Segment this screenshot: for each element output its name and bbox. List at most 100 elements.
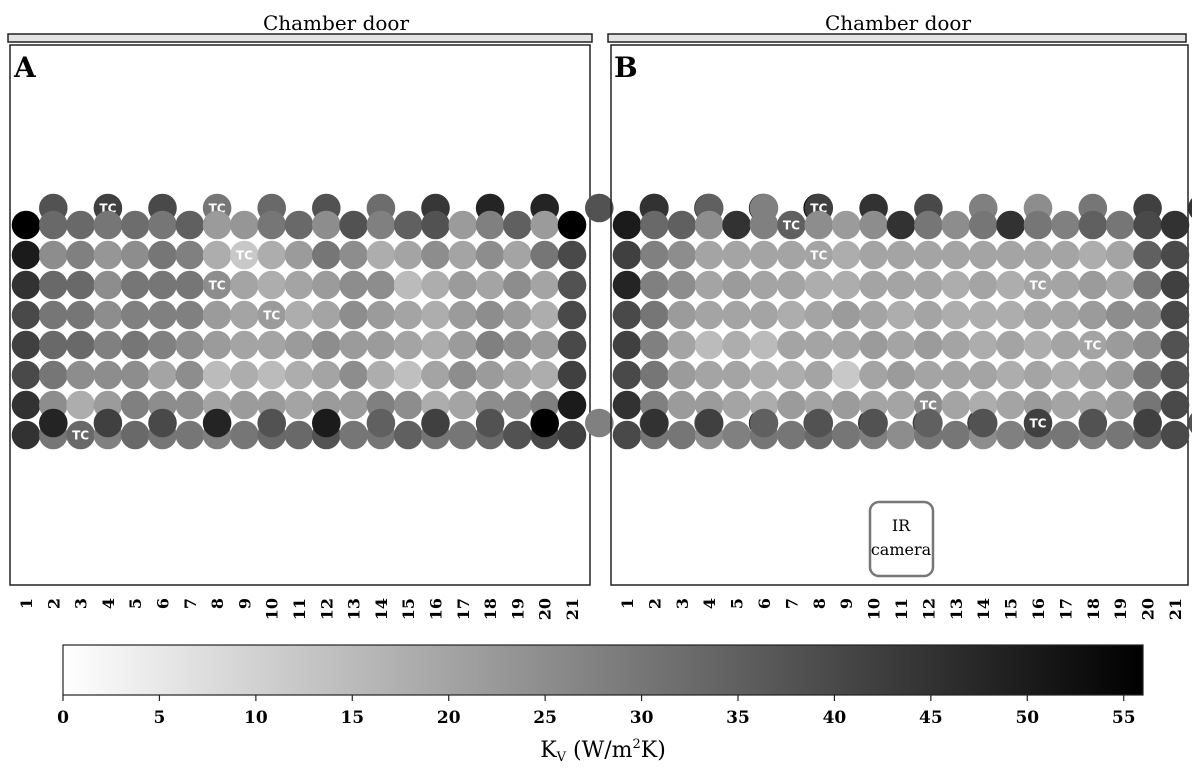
vial	[230, 360, 259, 390]
vial	[968, 330, 998, 360]
vial	[120, 330, 150, 360]
vial	[11, 330, 41, 360]
vial	[667, 390, 697, 420]
x-tick-label: 17	[454, 598, 473, 620]
vial	[393, 240, 423, 270]
vial	[503, 390, 532, 420]
colorbar-ticks: 0 5 10 15 20 25 30 35 40 45 50 55	[57, 695, 1136, 728]
vial	[284, 270, 314, 300]
vial	[777, 270, 806, 300]
colorbar-axis-label: KV (W/m2K)	[540, 737, 666, 765]
colorbar: 0 5 10 15 20 25 30 35 40 45 50 55 KV (W/m2K)	[57, 644, 1144, 765]
vial	[120, 270, 150, 300]
vial	[175, 240, 205, 270]
vial	[230, 330, 259, 360]
vial	[1160, 390, 1190, 420]
vial	[175, 270, 205, 300]
vial	[1051, 360, 1080, 390]
vial	[996, 300, 1025, 330]
vial	[530, 408, 559, 438]
vial	[1133, 270, 1162, 300]
x-tick-label: 16	[427, 598, 446, 620]
colorbar-tick-label: 5	[154, 708, 166, 728]
x-tick-label: 21	[563, 598, 582, 620]
vial	[448, 300, 478, 330]
vial	[312, 240, 341, 270]
vial	[339, 360, 368, 390]
vial	[612, 330, 642, 360]
vial	[749, 408, 779, 438]
vial	[996, 330, 1025, 360]
vial	[722, 330, 751, 360]
tc-label: TC	[1030, 417, 1047, 431]
vial	[93, 408, 123, 438]
vial	[1105, 360, 1135, 390]
vial	[640, 330, 669, 360]
vial	[722, 240, 751, 270]
vial	[257, 270, 287, 300]
vial	[1188, 198, 1192, 218]
vial	[175, 360, 205, 390]
x-tick-label: 20	[1139, 598, 1158, 620]
vial	[612, 390, 642, 420]
x-tick-label: 15	[399, 598, 418, 620]
vial	[257, 408, 287, 438]
vial	[1023, 360, 1053, 390]
vial	[749, 210, 779, 240]
vial	[804, 408, 834, 438]
vial	[39, 210, 68, 240]
vial	[339, 270, 368, 300]
vial	[475, 270, 505, 300]
vial	[39, 300, 68, 330]
vial	[148, 330, 177, 360]
vial	[914, 360, 943, 390]
x-tick-label: 4	[99, 598, 118, 609]
vial	[120, 420, 150, 450]
vial	[312, 408, 341, 438]
vial	[667, 240, 697, 270]
vial	[175, 390, 205, 420]
vial	[366, 300, 396, 330]
vial	[11, 420, 41, 450]
vial	[1078, 330, 1108, 360]
x-tick-label: 15	[1002, 598, 1021, 620]
vial	[859, 240, 888, 270]
vial	[941, 210, 971, 240]
tc-label: TC	[263, 309, 280, 323]
vial	[11, 300, 41, 330]
x-tick-label: 13	[947, 598, 966, 620]
vial	[120, 240, 150, 270]
vial	[694, 300, 724, 330]
ir-camera-label-line1: IR	[892, 516, 911, 535]
vial	[421, 300, 450, 330]
vial	[557, 300, 587, 330]
colorbar-gradient	[62, 644, 1144, 696]
vial	[612, 420, 642, 450]
vial	[722, 360, 751, 390]
tc-label: TC	[920, 399, 937, 413]
vial	[11, 240, 41, 270]
vial	[448, 210, 478, 240]
chamber-door-bar-b	[607, 33, 1187, 43]
vial	[312, 330, 341, 360]
vial	[1133, 300, 1162, 330]
vial	[1078, 360, 1108, 390]
vial	[393, 420, 423, 450]
vial	[859, 300, 888, 330]
vial	[612, 300, 642, 330]
vial	[914, 408, 943, 438]
vial	[585, 193, 614, 223]
vial	[284, 390, 314, 420]
vial	[284, 300, 314, 330]
vial	[914, 300, 943, 330]
vial	[996, 360, 1025, 390]
vial	[93, 360, 123, 390]
vial	[421, 330, 450, 360]
vial	[1051, 300, 1080, 330]
vial	[777, 420, 806, 450]
vial	[66, 390, 95, 420]
vial	[941, 360, 971, 390]
x-tick-label: 12	[919, 598, 938, 620]
vial	[886, 240, 916, 270]
